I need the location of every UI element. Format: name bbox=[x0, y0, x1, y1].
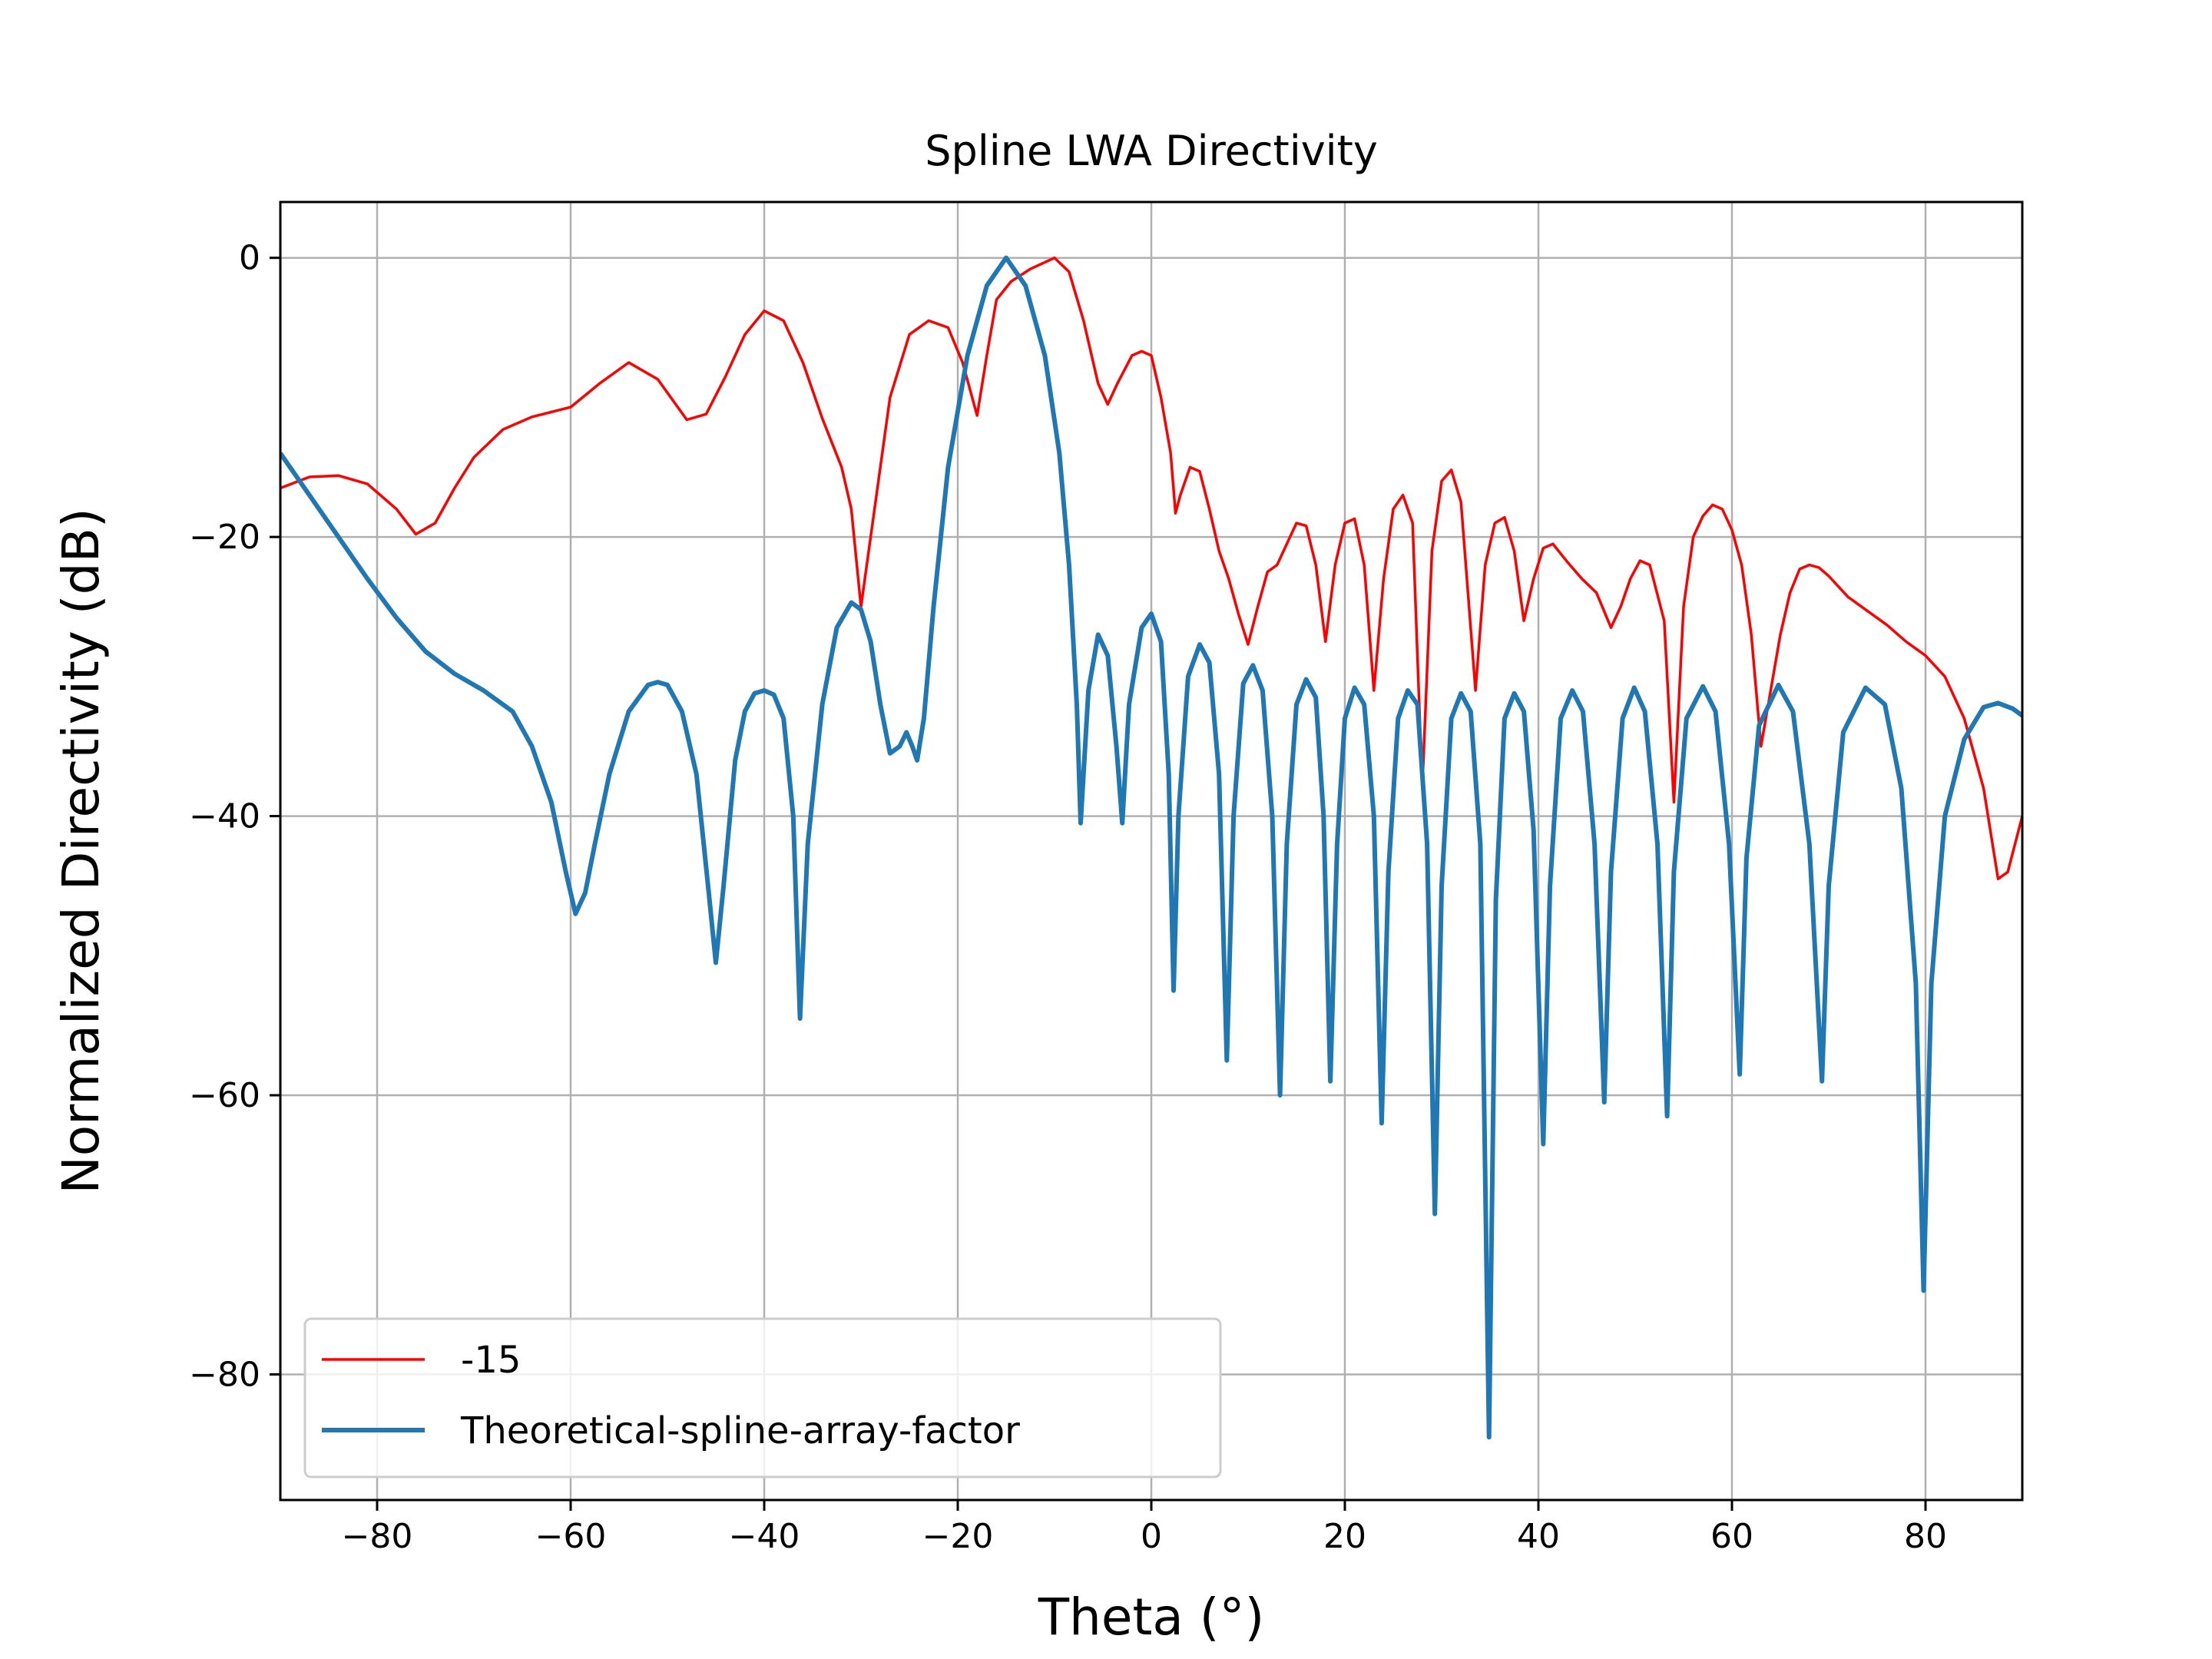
x-tick-label: −40 bbox=[729, 1517, 800, 1556]
x-tick-label: 40 bbox=[1517, 1517, 1560, 1556]
x-tick-label: 20 bbox=[1323, 1517, 1366, 1556]
series-layer bbox=[280, 255, 2022, 1440]
series-line-measured bbox=[280, 256, 2022, 881]
legend-box bbox=[303, 1317, 1222, 1479]
legend-label: -15 bbox=[461, 1339, 521, 1382]
ticks: −80 −60 −40 −20 0 20 40 60 80 0 −20 −40 −60 −80 bbox=[189, 239, 1947, 1556]
y-tick-label: −80 bbox=[189, 1355, 260, 1394]
y-tick-label: 0 bbox=[239, 239, 260, 278]
y-tick-label: −20 bbox=[189, 518, 260, 557]
x-tick-label: −20 bbox=[922, 1517, 994, 1556]
legend-label: Theoretical-spline-array-factor bbox=[460, 1409, 1020, 1452]
x-tick-label: 60 bbox=[1710, 1517, 1753, 1556]
series-line-theoretical bbox=[280, 255, 2022, 1440]
x-tick-label: 0 bbox=[1141, 1517, 1162, 1556]
x-tick-label: −60 bbox=[535, 1517, 607, 1556]
x-tick-label: −80 bbox=[342, 1517, 413, 1556]
y-tick-label: −60 bbox=[189, 1076, 260, 1115]
legend: -15 Theoretical-spline-array-factor bbox=[303, 1317, 1222, 1479]
y-tick-label: −40 bbox=[189, 797, 260, 836]
x-tick-label: 80 bbox=[1904, 1517, 1947, 1556]
y-axis-label: Normalized Directivity (dB) bbox=[51, 508, 111, 1194]
chart-title: Spline LWA Directivity bbox=[925, 127, 1378, 175]
x-axis-label: Theta (°) bbox=[1038, 1588, 1265, 1647]
